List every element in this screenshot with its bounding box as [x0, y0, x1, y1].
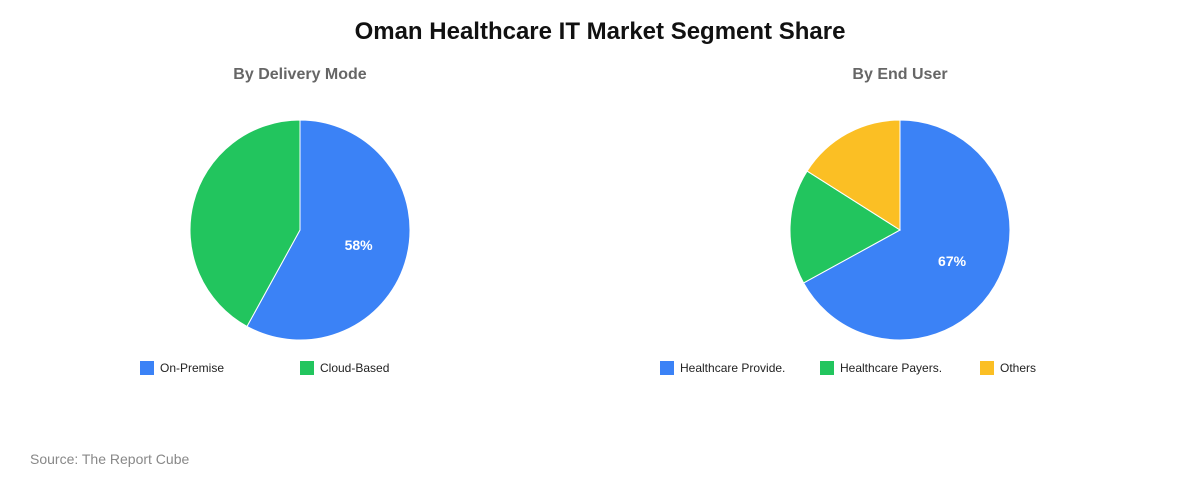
end-user-panel: By End User 67% Healthcare Provide. Healt… — [600, 66, 1200, 396]
pie-slice-cloud-based — [189, 119, 301, 328]
legend-item-healthcare-provide: Healthcare Provide. — [660, 361, 785, 375]
end-user-pie: 67% — [789, 119, 1011, 341]
pie-slice-healthcare-provide — [802, 119, 1011, 341]
pie-slice-others — [806, 119, 901, 231]
end-user-title: By End User — [852, 66, 948, 83]
legend-item-healthcare-payers: Healthcare Payers. — [820, 361, 942, 375]
chart-title: Oman Healthcare IT Market Segment Share — [354, 18, 846, 45]
legend-label: Cloud-Based — [320, 361, 390, 375]
pie-slice-healthcare-payers — [789, 170, 901, 284]
delivery-mode-pie: 58% — [189, 119, 411, 341]
legend-swatch — [140, 361, 154, 375]
legend-label: Healthcare Provide. — [680, 361, 786, 375]
legend-label: On-Premise — [160, 361, 225, 375]
source-note: Source: The Report Cube — [30, 451, 190, 467]
legend-item-others: Others — [980, 361, 1036, 375]
delivery-mode-legend: On-Premise Cloud-Based — [0, 361, 600, 381]
legend-label: Others — [1000, 361, 1037, 375]
pie-slice-on-premise — [246, 119, 411, 341]
delivery-mode-panel: By Delivery Mode 58% On-Premise Cloud-Bas… — [0, 66, 600, 396]
data-label-on-premise: 58% — [345, 237, 374, 253]
delivery-mode-title: By Delivery Mode — [233, 66, 367, 83]
legend-item-cloud-based: Cloud-Based — [300, 361, 389, 375]
legend-swatch — [980, 361, 994, 375]
legend-swatch — [300, 361, 314, 375]
legend-swatch — [820, 361, 834, 375]
legend-item-on-premise: On-Premise — [140, 361, 224, 375]
legend-label: Healthcare Payers. — [840, 361, 943, 375]
end-user-legend: Healthcare Provide. Healthcare Payers. Oth… — [600, 361, 1200, 381]
legend-swatch — [660, 361, 674, 375]
data-label-healthcare-provide: 67% — [938, 253, 967, 269]
